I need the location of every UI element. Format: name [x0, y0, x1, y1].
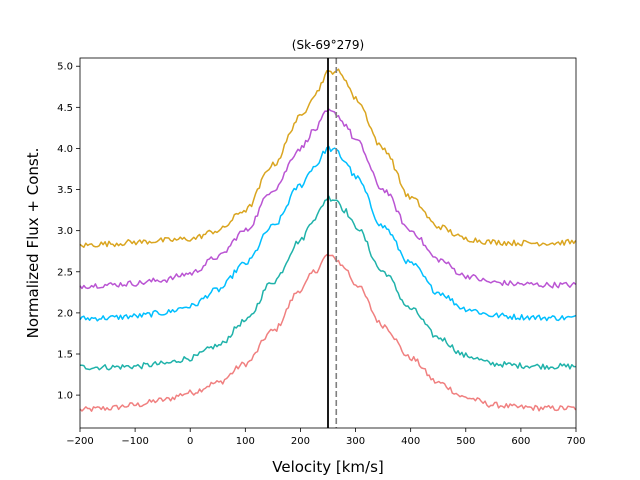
x-axis-label: Velocity [km/s] [272, 458, 383, 476]
y-axis-label: Normalized Flux + Const. [24, 148, 42, 339]
y-tick-label: 2.5 [57, 267, 73, 278]
x-tick-label: 200 [291, 436, 310, 447]
y-tick-label: 2.0 [57, 308, 73, 319]
x-tick-label: 400 [401, 436, 420, 447]
y-tick-label: 3.0 [57, 226, 73, 237]
x-tick-label: −100 [121, 436, 148, 447]
reference-lines [327, 58, 338, 428]
y-tick-label: 1.0 [57, 391, 73, 402]
y-tick-label: 3.5 [57, 185, 73, 196]
x-tick-label: 700 [566, 436, 585, 447]
x-tick-label: 0 [187, 436, 193, 447]
y-tick-label: 1.5 [57, 350, 73, 361]
x-axis-ticks: −200 −100 0 100 200 300 400 500 600 700 [66, 428, 586, 447]
x-tick-label: 500 [456, 436, 475, 447]
y-axis-ticks: 1.0 1.5 2.0 2.5 3.0 3.5 4.0 4.5 5.0 [57, 62, 80, 402]
y-tick-label: 5.0 [57, 62, 73, 73]
x-tick-label: 300 [346, 436, 365, 447]
x-tick-label: 600 [511, 436, 530, 447]
x-tick-label: 100 [236, 436, 255, 447]
chart-title: (Sk-69°279) [292, 38, 364, 52]
x-tick-label: −200 [66, 436, 93, 447]
y-tick-label: 4.5 [57, 103, 73, 114]
plot-frame [79, 57, 577, 429]
y-tick-label: 4.0 [57, 144, 73, 155]
